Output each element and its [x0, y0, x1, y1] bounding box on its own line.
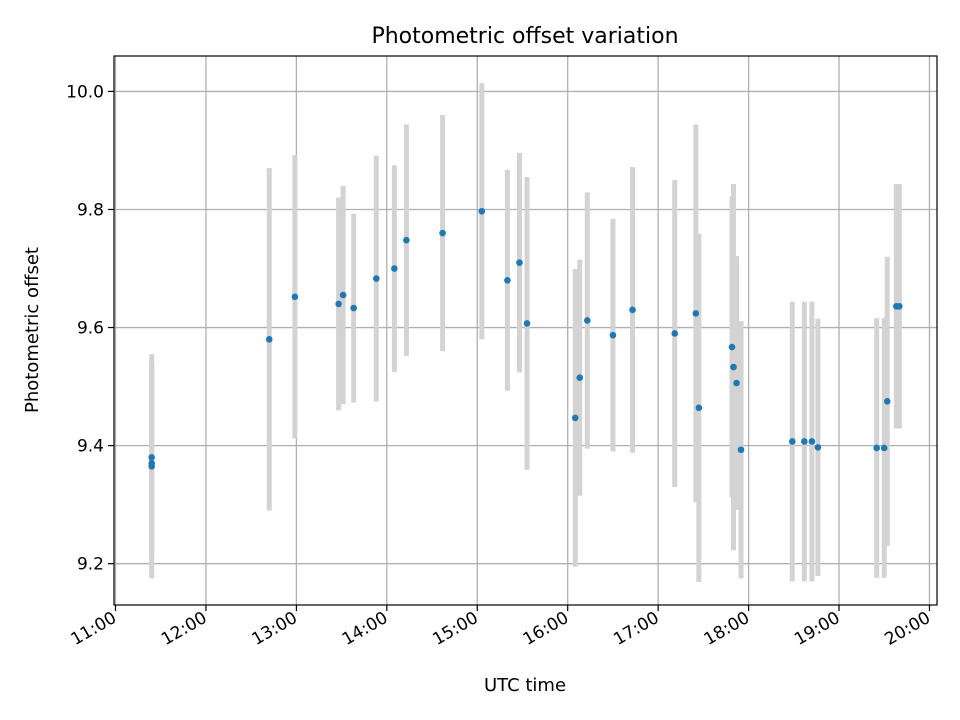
data-point	[335, 300, 342, 308]
x-axis-ticks: 11:00 12:00 13:00 14:00 15:00 16:00 17:00 18:00…	[68, 605, 934, 650]
data-point	[896, 302, 903, 310]
y-tick-label: 9.2	[77, 555, 104, 575]
data-point	[372, 275, 380, 282]
y-axis-label: Photometric offset	[22, 247, 43, 413]
data-point	[584, 317, 591, 324]
x-tick-label: 12:00	[158, 608, 210, 650]
data-point	[730, 363, 737, 371]
y-tick-label: 9.8	[77, 200, 104, 220]
data-point	[571, 414, 579, 422]
error-bars	[149, 83, 902, 582]
data-point	[883, 398, 891, 405]
data-point	[728, 343, 736, 351]
x-tick-label: 19:00	[791, 608, 843, 650]
x-axis-label: UTC time	[484, 675, 566, 696]
data-point	[516, 259, 523, 266]
data-point	[671, 330, 679, 337]
data-point	[291, 293, 299, 301]
data-point	[609, 331, 617, 339]
data-point	[523, 320, 531, 327]
data-point	[880, 444, 888, 452]
data-point	[391, 265, 398, 272]
x-tick-label: 20:00	[882, 608, 934, 650]
data-point	[403, 236, 410, 244]
data-point	[808, 438, 816, 445]
chart-title: Photometric offset variation	[371, 24, 678, 49]
data-point	[695, 404, 703, 412]
data-point	[350, 304, 357, 312]
x-tick-label: 13:00	[248, 608, 300, 650]
data-point	[814, 444, 822, 451]
y-tick-label: 9.4	[77, 437, 104, 457]
y-axis-ticks: 9.2 9.4 9.6 9.8 10.0	[66, 82, 114, 575]
x-tick-label: 17:00	[610, 608, 662, 650]
data-point	[692, 310, 700, 317]
data-point	[265, 336, 273, 343]
x-tick-label: 16:00	[520, 608, 572, 650]
data-point	[478, 207, 486, 215]
data-point	[148, 460, 155, 467]
data-point	[148, 454, 155, 461]
data-point	[504, 277, 511, 284]
data-point	[788, 438, 796, 445]
x-tick-label: 14:00	[339, 608, 391, 650]
y-tick-label: 9.6	[77, 319, 104, 339]
data-point	[733, 379, 740, 387]
data-point	[629, 306, 636, 314]
x-tick-label: 18:00	[701, 608, 753, 650]
data-point	[439, 229, 446, 237]
x-tick-label: 15:00	[429, 608, 481, 650]
data-point	[801, 438, 808, 445]
data-point	[576, 374, 584, 382]
x-tick-label: 11:00	[68, 608, 120, 650]
data-point	[737, 446, 745, 454]
data-points	[148, 207, 903, 470]
data-point	[873, 444, 881, 452]
y-tick-label: 10.0	[66, 82, 104, 102]
data-point	[339, 291, 347, 299]
plot-area-frame	[113, 55, 938, 606]
